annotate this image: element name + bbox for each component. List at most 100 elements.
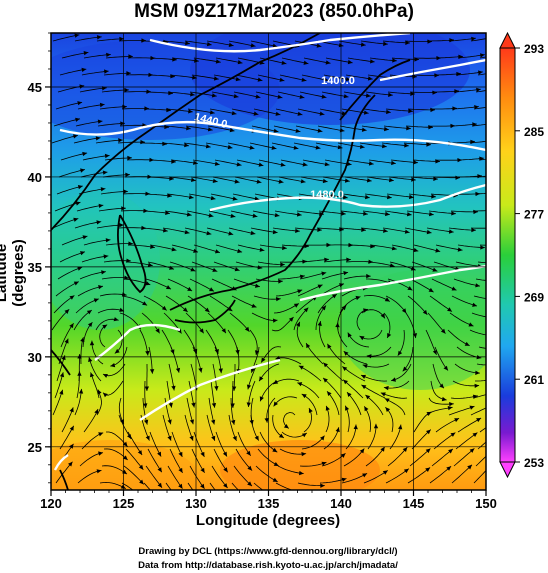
streamline-arrowhead [472, 302, 477, 307]
streamline-arrowhead [200, 451, 205, 457]
streamline-arrowhead [414, 57, 419, 62]
streamline-arrowhead [478, 70, 483, 75]
streamline [403, 142, 431, 146]
streamline-arrowhead [278, 179, 284, 184]
streamline-arrowhead [435, 248, 441, 253]
streamline-arrowhead [167, 419, 172, 425]
streamline-arrowhead [98, 203, 104, 208]
streamline [426, 227, 454, 233]
streamline-arrowhead [476, 418, 482, 423]
streamline-arrowhead [388, 92, 393, 97]
streamline [192, 159, 220, 165]
streamline [343, 275, 371, 280]
streamline-arrowhead [370, 244, 375, 249]
streamline-arrowhead [343, 379, 348, 385]
streamline-arrowhead [110, 363, 116, 368]
streamline-arrowhead [446, 466, 452, 471]
streamline [145, 465, 163, 488]
streamline [434, 346, 449, 371]
streamline-arrowhead [164, 124, 169, 130]
streamline-arrowhead [228, 42, 234, 47]
streamline-arrowhead [170, 349, 175, 355]
streamline [74, 388, 82, 416]
streamline-arrowhead [321, 461, 327, 466]
streamline-arrowhead [234, 267, 240, 272]
streamline [232, 380, 234, 409]
streamline-arrowhead [494, 390, 499, 394]
streamline-arrowhead [246, 450, 251, 456]
streamline-arrowhead [166, 107, 171, 113]
streamline-arrowhead [157, 467, 162, 473]
streamline-arrowhead [382, 470, 388, 475]
streamline-arrowhead [106, 52, 111, 57]
streamline-arrowhead [405, 40, 410, 45]
streamline-arrowhead [171, 247, 177, 252]
streamline-arrowhead [69, 443, 74, 449]
streamline [472, 394, 486, 399]
streamline-arrowhead [404, 143, 409, 148]
streamline-arrowhead [126, 258, 131, 263]
streamline-arrowhead [198, 367, 203, 373]
streamline-arrowhead [143, 208, 148, 213]
streamline [96, 389, 102, 416]
streamline [236, 159, 264, 166]
streamline-arrowhead [247, 465, 253, 471]
streamline [338, 227, 366, 231]
streamline [188, 380, 195, 408]
streamline [191, 74, 219, 80]
streamline [127, 244, 155, 248]
streamline-arrowhead [77, 185, 83, 190]
streamline-arrowhead [168, 402, 173, 408]
coastline-mainland [51, 33, 321, 231]
streamline-arrowhead [320, 483, 325, 488]
streamline [235, 74, 263, 81]
streamline [347, 332, 370, 348]
streamline-arrowhead [431, 194, 436, 199]
streamline-arrowhead [125, 172, 130, 177]
streamline-arrowhead [64, 338, 69, 344]
streamline [389, 424, 402, 450]
streamline-arrowhead [361, 384, 367, 390]
streamline-arrowhead [299, 470, 304, 476]
streamline [471, 312, 486, 318]
streamline-arrowhead [273, 462, 279, 466]
streamline [387, 91, 415, 95]
streamline [187, 295, 210, 313]
streamline-arrowhead [99, 102, 105, 108]
streamline-arrowhead [88, 357, 93, 362]
streamline-arrowhead [300, 179, 306, 184]
x-tick-label-130: 130 [185, 496, 207, 511]
x-tick-label-120: 120 [40, 496, 62, 511]
streamline-arrowhead [380, 313, 385, 319]
streamline [193, 57, 221, 63]
streamline-arrowhead [325, 60, 331, 65]
streamline-arrowhead [447, 406, 453, 411]
streamline-arrowhead [184, 143, 189, 148]
streamline [79, 271, 106, 280]
streamline-arrowhead [362, 364, 368, 369]
streamline-arrowhead [363, 211, 368, 216]
streamline-arrowhead [409, 194, 414, 200]
streamline-arrowhead [247, 481, 252, 487]
streamline-arrowhead [80, 251, 85, 256]
streamline-arrowhead [295, 128, 301, 133]
streamline-arrowhead [188, 109, 193, 114]
streamline-arrowhead [426, 229, 432, 235]
streamline-arrowhead [428, 125, 433, 130]
streamline-arrowhead [382, 144, 387, 149]
streamline-arrowhead [387, 333, 392, 338]
streamline [406, 210, 434, 216]
streamline-arrowhead [275, 111, 281, 116]
colorbar-label-261: 261 [524, 373, 544, 387]
streamline-arrowhead [194, 58, 199, 63]
temperature-patches [51, 33, 486, 490]
streamline [256, 176, 284, 183]
streamline [303, 57, 331, 64]
streamline [397, 329, 405, 356]
streamline [366, 346, 392, 357]
streamline-arrowhead [246, 498, 251, 503]
streamline [293, 142, 321, 149]
streamline [233, 364, 236, 392]
streamline-arrowhead [73, 281, 79, 286]
streamline-arrowhead [288, 317, 294, 322]
